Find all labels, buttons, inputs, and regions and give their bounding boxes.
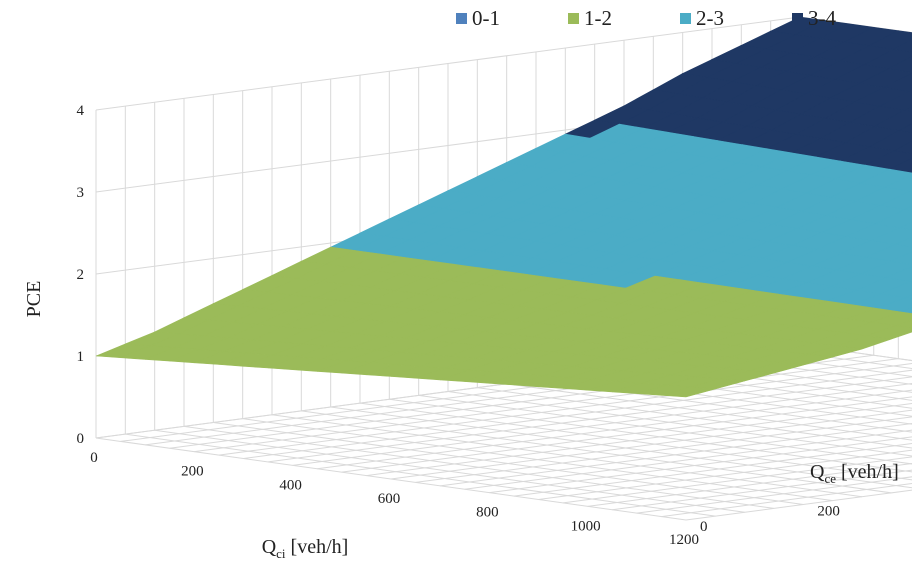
x-axis-title: Qci [veh/h] bbox=[262, 536, 349, 561]
legend: 0-1 1-2 2-3 3-4 bbox=[456, 6, 836, 30]
floor-grid-line bbox=[477, 387, 912, 449]
floor-grid-line bbox=[125, 433, 716, 517]
floor-grid-line bbox=[330, 406, 912, 489]
y-tick-label: 0 bbox=[700, 519, 708, 535]
x-tick-label: 0 bbox=[90, 450, 98, 466]
floor-grid-line bbox=[770, 348, 912, 370]
y-axis-title: Qce [veh/h] bbox=[810, 461, 899, 486]
floor-grid-line bbox=[741, 352, 912, 377]
floor-grid-line bbox=[506, 383, 912, 441]
z-axis-title: PCE bbox=[23, 281, 45, 318]
legend-swatch bbox=[568, 13, 579, 24]
y-axis-title-rest: [veh/h] bbox=[836, 461, 899, 483]
x-tick-label: 800 bbox=[476, 505, 499, 521]
z-tick-label: 1 bbox=[77, 349, 85, 365]
x-tick-label: 200 bbox=[181, 464, 204, 480]
x-tick-label: 1200 bbox=[669, 532, 699, 548]
x-tick-label: 1000 bbox=[571, 518, 601, 534]
legend-label: 1-2 bbox=[584, 6, 612, 30]
legend-swatch bbox=[680, 13, 691, 24]
floor-grid-line bbox=[242, 418, 833, 502]
surface-patch bbox=[661, 386, 716, 398]
z-tick-label: 3 bbox=[77, 185, 85, 201]
x-axis-title-rest: [veh/h] bbox=[286, 536, 349, 558]
x-tick-label: 400 bbox=[279, 477, 302, 493]
x-tick-label: 600 bbox=[378, 491, 401, 507]
legend-label: 0-1 bbox=[472, 6, 500, 30]
y-axis-title-main: Q bbox=[810, 461, 825, 483]
z-tick-label: 4 bbox=[77, 103, 85, 119]
legend-label: 3-4 bbox=[808, 6, 836, 30]
floor-grid-line bbox=[183, 425, 775, 509]
floor-grid-line bbox=[799, 344, 912, 362]
floor-grid-line bbox=[418, 394, 912, 465]
legend-label: 2-3 bbox=[696, 6, 724, 30]
side-grid-hline bbox=[95, 16, 801, 111]
z-tick-label: 0 bbox=[77, 431, 85, 447]
surface-patch bbox=[902, 105, 912, 113]
floor-grid-line bbox=[359, 402, 912, 481]
pce-surface bbox=[95, 16, 912, 398]
legend-swatch bbox=[456, 13, 467, 24]
floor-grid-line bbox=[271, 414, 863, 498]
floor-grid-line bbox=[389, 398, 912, 473]
surface-patch bbox=[899, 221, 912, 231]
floor-grid-line bbox=[447, 391, 912, 457]
x-axis-ticks: 0 200 400 600 800 1000 1200 bbox=[90, 450, 699, 548]
floor-grid-line bbox=[711, 356, 912, 385]
floor-grid-line bbox=[95, 437, 687, 521]
floor-grid-line bbox=[213, 422, 804, 505]
x-axis-title-sub: ci bbox=[276, 546, 286, 561]
y-axis-title-sub: ce bbox=[824, 471, 836, 486]
x-axis-title-main: Q bbox=[262, 536, 277, 558]
legend-swatch bbox=[792, 13, 803, 24]
surface-patch bbox=[898, 123, 912, 134]
floor-grid-line bbox=[301, 410, 892, 494]
floor-grid-line bbox=[154, 429, 745, 513]
floor-grid-line bbox=[682, 360, 912, 393]
z-axis-ticks: 0 1 2 3 4 bbox=[77, 103, 85, 447]
y-tick-label: 200 bbox=[817, 504, 840, 520]
z-tick-label: 2 bbox=[77, 267, 85, 283]
